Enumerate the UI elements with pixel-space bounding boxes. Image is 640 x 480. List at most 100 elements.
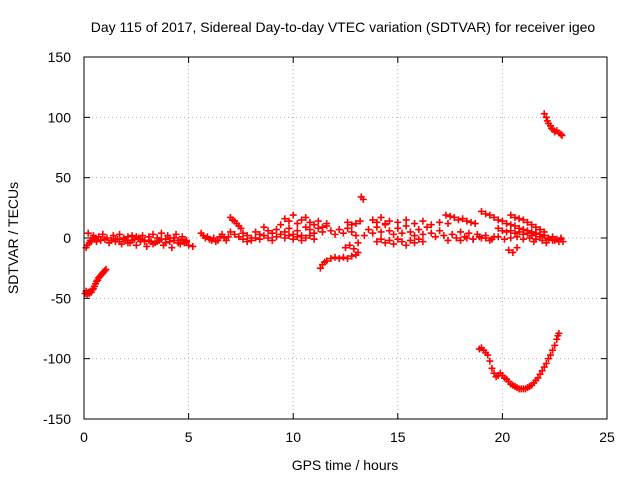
data-point xyxy=(306,218,314,226)
data-point xyxy=(528,232,536,240)
data-point xyxy=(189,242,197,250)
data-point xyxy=(183,238,191,246)
data-point xyxy=(281,234,289,242)
data-point xyxy=(463,217,471,225)
data-point xyxy=(394,218,402,226)
data-point xyxy=(327,255,335,263)
data-point xyxy=(298,236,306,244)
data-point xyxy=(237,224,245,232)
data-point xyxy=(243,238,251,246)
data-point xyxy=(385,217,393,225)
data-point xyxy=(475,233,483,241)
data-point xyxy=(331,230,339,238)
data-point xyxy=(394,224,402,232)
data-point xyxy=(101,267,109,275)
data-point xyxy=(346,241,354,249)
data-point xyxy=(507,211,515,219)
data-point xyxy=(352,232,360,240)
data-point xyxy=(419,238,427,246)
data-point xyxy=(507,221,515,229)
data-point xyxy=(314,217,322,225)
data-point xyxy=(306,226,314,234)
data-point xyxy=(348,221,356,229)
data-point xyxy=(394,235,402,243)
data-point xyxy=(544,234,552,242)
data-point xyxy=(365,226,373,234)
data-point xyxy=(339,229,347,237)
data-point xyxy=(178,235,186,243)
data-point xyxy=(222,236,230,244)
data-point xyxy=(139,232,147,240)
data-point xyxy=(157,235,165,243)
data-point xyxy=(538,367,546,375)
x-tick-label: 10 xyxy=(285,429,301,445)
data-point xyxy=(542,239,550,247)
data-point xyxy=(540,228,548,236)
data-point xyxy=(465,229,473,237)
data-point xyxy=(411,232,419,240)
data-point xyxy=(116,230,124,238)
data-point xyxy=(293,227,301,235)
data-point xyxy=(306,232,314,240)
x-axis-label: GPS time / hours xyxy=(292,457,399,473)
data-point xyxy=(534,374,542,382)
data-point xyxy=(281,215,289,223)
data-point xyxy=(398,229,406,237)
data-point xyxy=(494,224,502,232)
data-point xyxy=(511,229,519,237)
data-point xyxy=(310,235,318,243)
data-point xyxy=(513,244,521,252)
data-point xyxy=(471,220,479,228)
data-point xyxy=(507,234,515,242)
data-point xyxy=(402,216,410,224)
data-point xyxy=(285,232,293,240)
data-point xyxy=(542,113,550,121)
data-point xyxy=(99,230,107,238)
data-point xyxy=(342,244,349,252)
data-point xyxy=(277,221,285,229)
data-point xyxy=(469,235,477,243)
data-point xyxy=(548,124,556,132)
data-point xyxy=(350,245,358,253)
data-point xyxy=(93,277,101,285)
data-point xyxy=(93,238,101,246)
data-point xyxy=(323,257,331,265)
data-point xyxy=(360,232,368,240)
data-point xyxy=(427,221,435,229)
data-point xyxy=(84,229,92,237)
y-tick-label: 100 xyxy=(48,109,72,125)
data-point xyxy=(398,238,406,246)
y-tick-label: -50 xyxy=(51,290,71,306)
chart-title: Day 115 of 2017, Sidereal Day-to-day VTE… xyxy=(91,19,596,35)
data-point xyxy=(97,236,105,244)
data-point xyxy=(102,265,110,273)
data-point xyxy=(136,235,144,243)
data-point xyxy=(235,233,243,241)
data-point xyxy=(528,221,536,229)
data-point xyxy=(272,233,280,241)
data-point xyxy=(95,233,103,241)
data-point xyxy=(143,242,151,250)
data-point xyxy=(369,216,377,224)
data-point xyxy=(373,238,381,246)
data-point xyxy=(415,226,423,234)
data-point xyxy=(549,236,557,244)
data-point xyxy=(402,241,410,249)
data-point xyxy=(381,220,389,228)
data-point xyxy=(540,110,548,118)
data-point xyxy=(281,228,289,236)
data-point xyxy=(252,234,260,242)
data-point xyxy=(132,241,140,249)
data-point xyxy=(239,229,247,237)
data-point xyxy=(536,233,544,241)
data-point xyxy=(490,369,498,377)
x-tick-label: 15 xyxy=(390,429,406,445)
data-point xyxy=(486,357,494,365)
y-tick-label: 0 xyxy=(63,230,71,246)
data-point xyxy=(256,235,264,243)
data-point xyxy=(488,235,496,243)
data-point xyxy=(452,234,460,242)
data-point xyxy=(385,236,393,244)
data-point xyxy=(149,240,157,248)
